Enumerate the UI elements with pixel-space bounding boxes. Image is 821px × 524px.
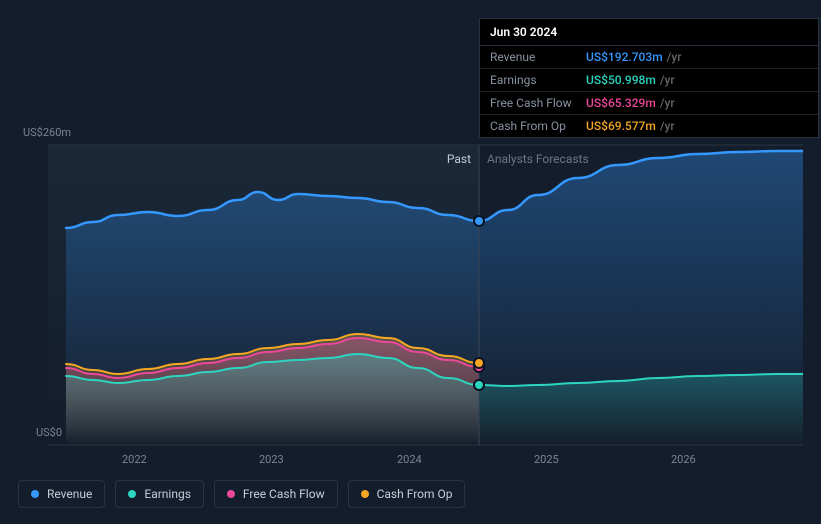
legend-label: Earnings	[144, 487, 191, 501]
legend-label: Revenue	[47, 487, 92, 501]
x-axis-tick: 2024	[397, 453, 422, 466]
chart-tooltip: Jun 30 2024 RevenueUS$192.703m/yrEarning…	[479, 18, 819, 138]
tooltip-row-label: Free Cash Flow	[490, 96, 586, 110]
legend-item-revenue[interactable]: Revenue	[18, 480, 105, 508]
legend-dot	[361, 490, 369, 498]
tooltip-title: Jun 30 2024	[480, 19, 818, 46]
tooltip-row-label: Earnings	[490, 73, 586, 87]
x-axis-tick: 2026	[671, 453, 696, 466]
tooltip-row-value: US$192.703m/yr	[586, 50, 681, 64]
legend-item-earnings[interactable]: Earnings	[115, 480, 204, 508]
tooltip-row-suffix: /yr	[660, 119, 675, 133]
legend-item-cfo[interactable]: Cash From Op	[348, 480, 466, 508]
region-label-past: Past	[447, 152, 471, 166]
legend-label: Free Cash Flow	[243, 487, 325, 501]
tooltip-row: RevenueUS$192.703m/yr	[480, 46, 818, 69]
tooltip-row-label: Cash From Op	[490, 119, 586, 133]
tooltip-row-suffix: /yr	[660, 96, 675, 110]
tooltip-row-suffix: /yr	[660, 73, 675, 87]
tooltip-row: Free Cash FlowUS$65.329m/yr	[480, 92, 818, 115]
legend-dot	[128, 490, 136, 498]
y-axis-label-min: US$0	[36, 426, 62, 439]
tooltip-row-value: US$50.998m/yr	[586, 73, 675, 87]
legend-dot	[31, 490, 39, 498]
region-label-forecast: Analysts Forecasts	[487, 152, 589, 166]
tooltip-row-label: Revenue	[490, 50, 586, 64]
legend-dot	[227, 490, 235, 498]
chart-legend: Revenue Earnings Free Cash Flow Cash From O…	[18, 480, 465, 508]
legend-label: Cash From Op	[377, 487, 453, 501]
y-axis-label-max: US$260m	[23, 126, 71, 139]
tooltip-row-value: US$65.329m/yr	[586, 96, 675, 110]
tooltip-row: Cash From OpUS$69.577m/yr	[480, 115, 818, 137]
x-axis-tick: 2023	[259, 453, 284, 466]
x-axis-tick: 2025	[534, 453, 559, 466]
x-axis-tick: 2022	[122, 453, 147, 466]
legend-item-fcf[interactable]: Free Cash Flow	[214, 480, 338, 508]
tooltip-row-suffix: /yr	[667, 50, 682, 64]
tooltip-row: EarningsUS$50.998m/yr	[480, 69, 818, 92]
tooltip-row-value: US$69.577m/yr	[586, 119, 675, 133]
